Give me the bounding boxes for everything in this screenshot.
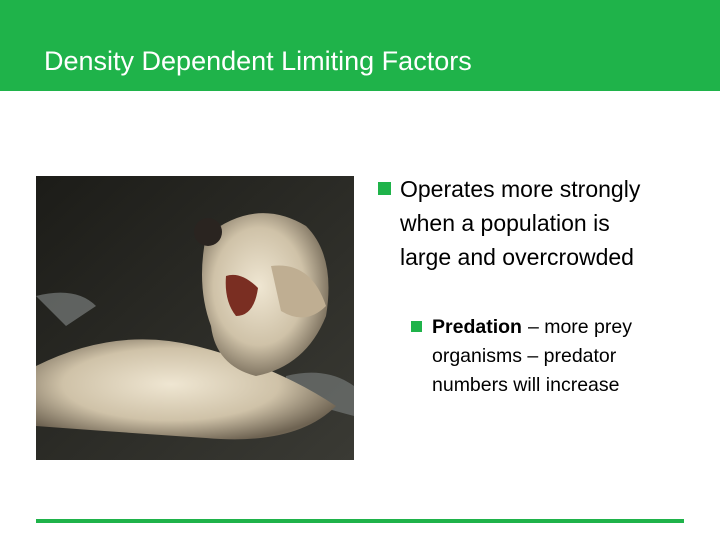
sub-bullet-marker bbox=[411, 321, 422, 332]
sub-bullet-text: – more prey organisms – predator numbers… bbox=[432, 316, 632, 396]
bullet-marker bbox=[378, 182, 391, 195]
sub-bullet: Predation – more prey organisms – predato… bbox=[432, 313, 687, 400]
slide-title: Density Dependent Limiting Factors bbox=[44, 46, 472, 76]
otter-photo bbox=[36, 176, 354, 460]
header-bar: Density Dependent Limiting Factors bbox=[0, 0, 720, 91]
sub-bullet-term: Predation bbox=[432, 316, 522, 338]
footer-rule bbox=[36, 519, 684, 523]
bullet-text: Operates more strongly when a population… bbox=[400, 176, 641, 270]
